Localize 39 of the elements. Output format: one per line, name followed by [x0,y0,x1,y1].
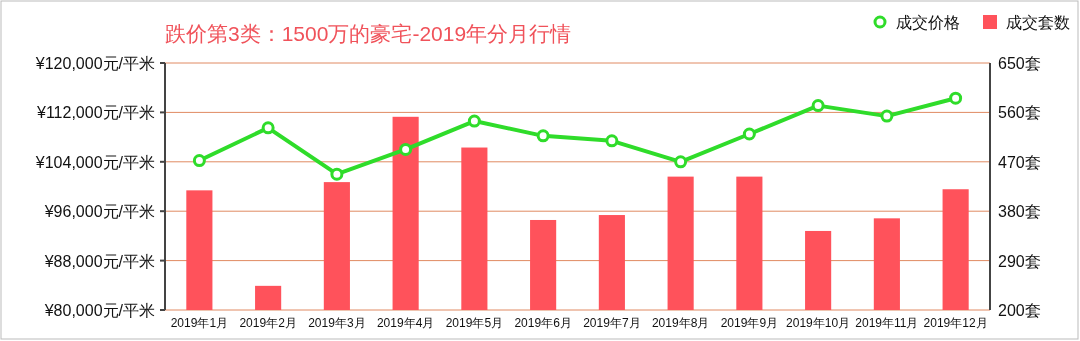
point [192,154,206,168]
y2-tick-label: 290套 [998,252,1041,270]
x-tick-label: 2019年10月 [786,316,851,330]
y-tick-label: ¥96,000元/平米 [43,203,155,221]
x-tick-label: 2019年3月 [308,316,366,330]
x-tick-label: 2019年4月 [376,316,435,330]
x-tick-label: 2019年6月 [514,316,572,330]
y-tick-label: ¥120,000元/平米 [34,55,155,72]
y-tick-label: ¥104,000元/平米 [34,153,155,171]
y2-tick-label: 200套 [998,302,1041,319]
point [742,127,756,141]
y2-tick-label: 470套 [998,153,1041,171]
point [880,109,894,123]
x-tick-label: 2019年8月 [651,316,710,330]
point [467,114,481,128]
y2-tick-label: 560套 [998,104,1041,122]
x-tick-label: 2019年2月 [239,316,297,330]
point [674,155,688,169]
legend-label: 成交价格 [896,14,960,31]
x-tick-label: 2019年9月 [720,316,779,330]
x-tick-label: 2019年11月 [855,316,919,330]
chart-title: 跌价第3类：1500万的豪宅-2019年分月行情 [165,22,572,45]
x-tick-label: 2019年1月 [170,316,229,330]
point [949,91,963,105]
y-tick-label: ¥88,000元/平米 [43,252,155,270]
point [536,129,550,143]
point [811,99,825,113]
point [261,121,275,135]
point [605,134,619,148]
y-tick-label: ¥80,000元/平米 [43,302,155,319]
x-tick-label: 2019年5月 [445,316,504,330]
point [399,142,413,156]
y2-tick-label: 380套 [998,203,1041,221]
x-tick-label: 2019年12月 [923,316,988,330]
legend-label: 成交套数 [1006,14,1070,31]
y-tick-label: ¥112,000元/平米 [36,104,155,122]
point [330,167,344,181]
y2-tick-label: 650套 [998,55,1041,72]
x-tick-label: 2019年7月 [583,316,641,330]
